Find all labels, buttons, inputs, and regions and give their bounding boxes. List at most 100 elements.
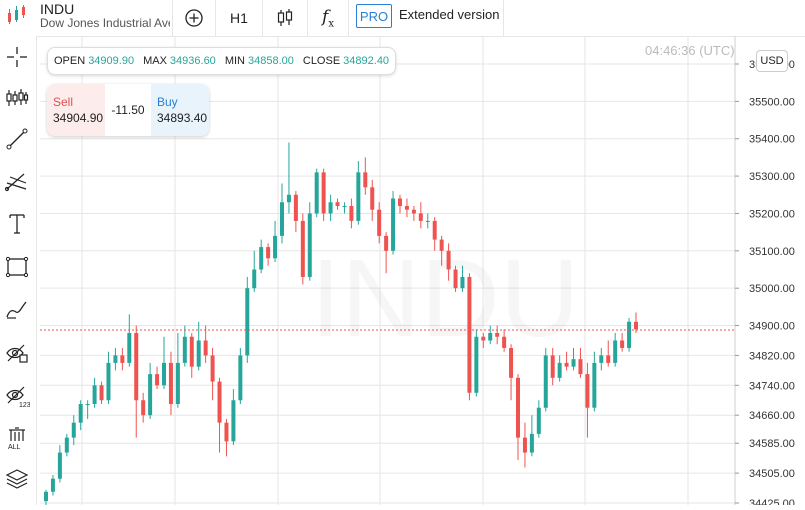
candle-body [495,333,500,337]
y-tick-label: 35000.00 [749,283,795,295]
candle-body [113,355,118,363]
candle-body [599,355,604,363]
rectangle-icon[interactable] [4,254,30,280]
candle-body [314,172,319,214]
candle-body [210,355,215,382]
y-tick-label: 34585.00 [749,438,795,450]
candle-body [175,362,180,404]
candle-body [467,276,472,393]
candle-body [404,205,409,210]
candle-body [356,172,361,221]
candle-body [384,235,389,251]
fx-icon: fx [322,6,334,30]
divider [307,0,308,36]
candle-body [543,355,548,408]
layers-icon[interactable] [4,467,30,493]
sell-button[interactable]: Sell 34904.90 [47,84,105,136]
candles-icon [277,9,293,26]
candle-body [425,220,430,222]
candle-body [162,362,166,386]
indicators-icon[interactable] [4,85,30,111]
svg-text:ALL: ALL [8,444,21,451]
chart-type-button[interactable] [263,0,307,36]
candle-body [571,359,576,367]
candle-body [488,333,493,341]
buy-button[interactable]: Buy 34893.40 [151,84,209,136]
candle-body [224,422,229,442]
indicators-button[interactable]: fx [308,0,348,36]
symbol-ticker[interactable]: INDU [40,1,75,17]
candle-body [474,336,479,393]
trend-line-icon[interactable] [4,126,30,152]
candle-body [529,433,534,453]
candle-body [321,172,326,214]
hide-drawings-icon[interactable] [4,340,30,366]
watermark: INDU [311,237,580,360]
price-axis[interactable]: 34425.00 34505.00 34585.00 34660.00 34740.00… [735,59,795,510]
fib-icon[interactable] [4,169,30,195]
logo-icon [8,5,25,24]
delete-all-icon[interactable]: ALL [4,425,30,451]
candle-body [481,336,486,341]
divider [215,0,216,36]
svg-text:123: 123 [19,402,30,409]
candle-body [155,374,160,386]
candle-body [127,333,132,363]
candle-body [293,194,298,221]
chart-area[interactable]: INDU 34425.00 34505.00 34585.00 34660.00 347… [40,36,805,510]
candle-body [252,269,257,289]
max-value: 34936.60 [169,55,216,67]
open-value: 34909.90 [88,55,135,67]
candle-body [377,209,382,236]
hide-indicators-icon[interactable]: 123 [4,383,30,409]
add-symbol-button[interactable] [173,0,215,36]
candle-body [342,205,347,207]
candle-body [370,187,375,210]
sell-label: Sell [53,95,74,109]
server-time: 04:46:36 (UTC) [645,43,735,58]
candle-body [460,276,465,289]
candle-body [391,198,396,251]
price-chart[interactable]: INDU 34425.00 34505.00 34585.00 34660.00 347… [40,36,805,510]
candle-body [99,385,104,401]
candle-body [328,202,333,214]
timeframe-button[interactable]: H1 [230,10,248,26]
currency-button[interactable]: USD [756,50,788,72]
ohlc-panel: OPEN 34909.90 MAX 34936.60 MIN 34858.00 CLO… [47,47,397,75]
open-label: OPEN [54,55,86,67]
candle-body [432,220,437,240]
candle-body [182,336,187,363]
buy-label: Buy [157,95,178,109]
candle-body [606,355,611,363]
candle-body [259,247,264,270]
candle-body [398,198,402,206]
candle-body [307,213,312,277]
y-tick-label: 35400.00 [749,134,795,146]
candle-body [453,269,458,289]
brush-icon[interactable] [4,296,30,322]
candle-body [557,362,562,378]
text-icon[interactable] [4,211,30,237]
candle-body [502,336,507,348]
candle-body [245,288,250,356]
y-tick-label: 34900.00 [749,321,795,333]
candle-body [592,362,597,408]
symbol-name[interactable]: Dow Jones Industrial Average [40,16,170,30]
divider [262,0,263,36]
min-value: 34858.00 [247,55,294,67]
candle-body [203,340,208,356]
y-tick-label: 34660.00 [749,410,795,422]
y-tick-label: 35200.00 [749,208,795,220]
candle-body [620,340,625,348]
pro-badge[interactable]: PRO [356,4,392,28]
candle-body [71,422,76,438]
candle-body [300,220,305,277]
min-label: MIN [224,55,245,67]
candle-body [266,247,271,259]
candle-body [280,202,284,236]
divider [503,0,504,36]
crosshair-icon[interactable] [4,44,30,70]
candle-body [564,362,569,367]
extended-version-link[interactable]: Extended version [399,7,500,22]
close-value: 34892.40 [343,55,390,67]
